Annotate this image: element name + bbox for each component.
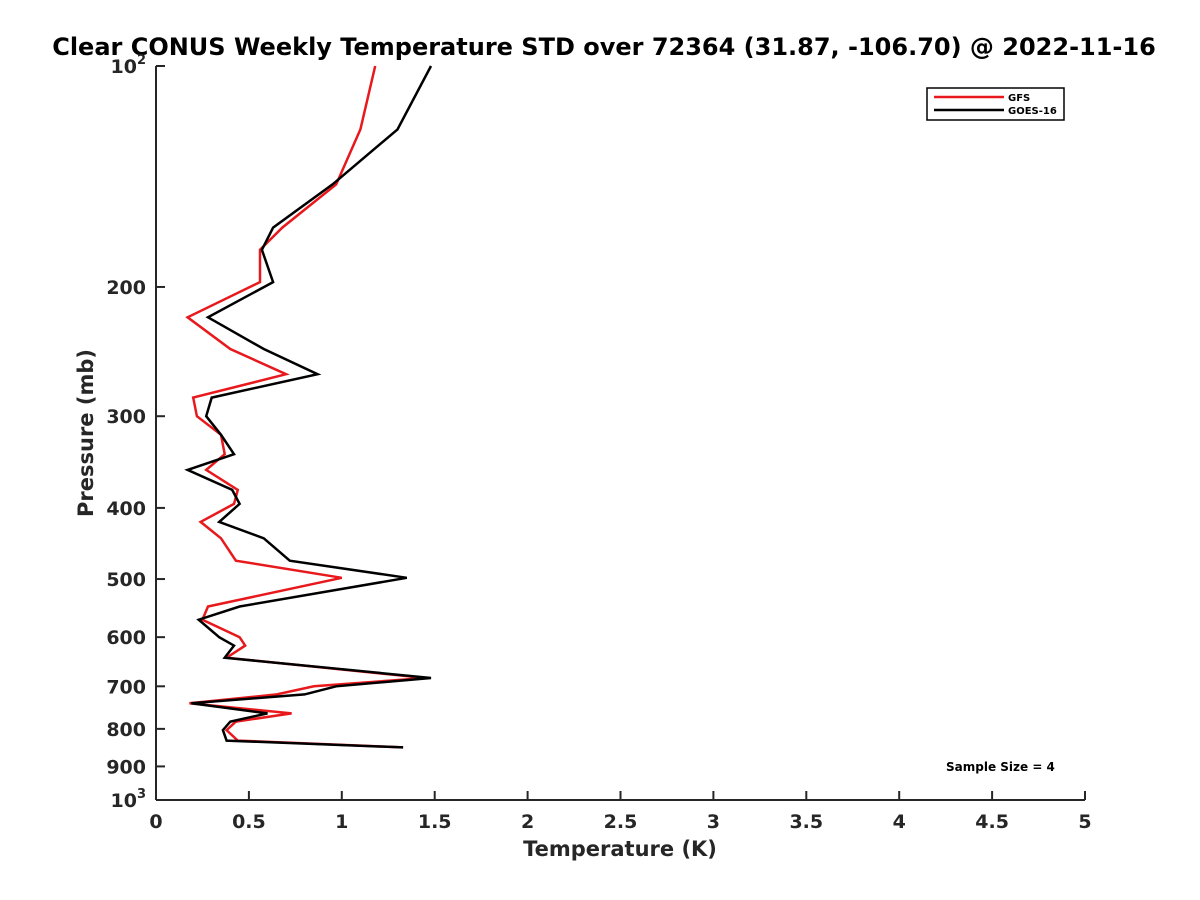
series-line-goes16 <box>184 65 433 749</box>
x-tick-label: 0 <box>149 811 162 833</box>
y-tick-label: 200 <box>106 277 146 299</box>
legend-entry-gfs: GFS <box>1008 93 1030 104</box>
series-layer <box>184 65 433 749</box>
x-tick-label: 0.5 <box>232 811 266 833</box>
y-tick-label: 900 <box>106 756 146 778</box>
y-tick-label: 102 <box>111 53 147 78</box>
x-tick-label: 4 <box>893 811 906 833</box>
y-axis-label: Pressure (mb) <box>74 349 98 517</box>
y-tick-exponent: 3 <box>137 787 146 802</box>
x-tick-label: 2 <box>521 811 534 833</box>
x-tick-label: 3.5 <box>789 811 823 833</box>
y-tick-label: 103 <box>111 787 147 812</box>
chart-title: Clear CONUS Weekly Temperature STD over … <box>52 33 1156 61</box>
y-tick-label: 700 <box>106 676 146 698</box>
y-tick-base: 10 <box>111 56 137 78</box>
y-tick-label: 300 <box>106 406 146 428</box>
y-tick-label: 800 <box>106 719 146 741</box>
x-tick-label: 4.5 <box>975 811 1009 833</box>
sample-size-annotation: Sample Size = 4 <box>946 760 1055 774</box>
x-tick-label: 1.5 <box>418 811 452 833</box>
x-tick-label: 3 <box>707 811 720 833</box>
y-tick-base: 10 <box>111 790 137 812</box>
plot-area <box>156 66 1085 800</box>
legend-box <box>926 87 1065 121</box>
y-tick-label: 500 <box>106 569 146 591</box>
y-tick-label: 600 <box>106 627 146 649</box>
y-tick-exponent: 2 <box>137 53 146 68</box>
x-axis-label: Temperature (K) <box>523 837 717 861</box>
legend: GFS GOES-16 <box>926 87 1065 121</box>
x-tick-label: 2.5 <box>604 811 638 833</box>
x-ticks: 0 0.5 1 1.5 2 2.5 3 3.5 4 4.5 5 <box>149 791 1092 833</box>
y-tick-label: 400 <box>106 498 146 520</box>
legend-entry-goes16: GOES-16 <box>1008 106 1057 117</box>
x-tick-label: 5 <box>1078 811 1091 833</box>
x-tick-label: 1 <box>335 811 348 833</box>
